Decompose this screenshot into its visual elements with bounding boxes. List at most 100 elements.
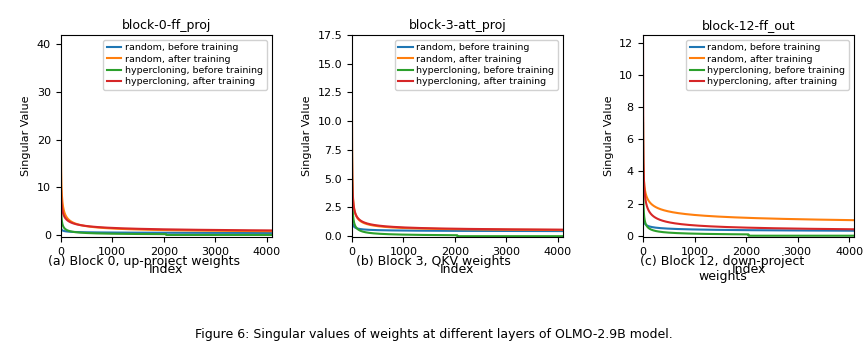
Line: random, before training: random, before training	[643, 208, 854, 231]
hypercloning, after training	[266, 228, 277, 232]
hypercloning, before training	[196, 233, 206, 237]
Legend: random, before training, random, after training, hypercloning, before training, : random, before training, random, after t…	[394, 40, 558, 90]
random, after training	[363, 222, 374, 227]
hypercloning, after training	[655, 218, 665, 222]
hypercloning, before training	[161, 233, 172, 237]
hypercloning, before training	[363, 231, 374, 235]
random, after training	[552, 228, 563, 232]
Text: Figure 6: Singular values of weights at different layers of OLMO-2.9B model.: Figure 6: Singular values of weights at …	[194, 328, 673, 341]
random, after training	[196, 229, 206, 233]
hypercloning, after training	[196, 228, 206, 232]
hypercloning, after training	[261, 228, 271, 232]
X-axis label: Index: Index	[732, 262, 766, 276]
Y-axis label: Singular Value: Singular Value	[302, 96, 312, 176]
random, after training	[809, 217, 819, 222]
random, after training	[779, 217, 789, 221]
random, after training	[242, 229, 252, 233]
Legend: random, before training, random, after training, hypercloning, before training, : random, before training, random, after t…	[103, 40, 267, 90]
hypercloning, before training	[544, 234, 555, 238]
hypercloning, after training	[809, 227, 819, 231]
Y-axis label: Singular Value: Singular Value	[603, 96, 614, 176]
hypercloning, before training	[809, 233, 819, 238]
Line: hypercloning, before training: hypercloning, before training	[352, 69, 563, 236]
random, after training	[533, 228, 544, 232]
Line: hypercloning, after training: hypercloning, after training	[643, 37, 854, 229]
hypercloning, before training	[638, 121, 649, 125]
hypercloning, before training	[533, 234, 544, 238]
random, after training	[638, 116, 649, 120]
hypercloning, after training	[552, 228, 563, 232]
hypercloning, before training	[655, 230, 665, 234]
Line: hypercloning, after training: hypercloning, after training	[352, 67, 563, 230]
hypercloning, before training	[227, 233, 238, 237]
random, after training	[518, 228, 529, 232]
Line: random, after training: random, after training	[352, 34, 563, 230]
hypercloning, before training	[849, 233, 859, 238]
Title: block-0-ff_proj: block-0-ff_proj	[121, 19, 211, 32]
random, after training	[836, 218, 846, 222]
random, after training	[72, 222, 82, 226]
random, before training	[836, 229, 846, 233]
hypercloning, after training	[253, 228, 264, 232]
hypercloning, after training	[72, 222, 82, 227]
random, before training	[266, 231, 277, 235]
Line: hypercloning, after training: hypercloning, after training	[61, 141, 271, 230]
random, before training	[72, 230, 82, 234]
Text: (b) Block 3, QKV weights: (b) Block 3, QKV weights	[356, 255, 511, 268]
hypercloning, before training	[552, 234, 563, 238]
random, before training	[487, 229, 498, 233]
hypercloning, before training	[72, 230, 82, 235]
hypercloning, after training	[844, 227, 854, 231]
X-axis label: Index: Index	[440, 262, 474, 276]
random, after training	[347, 32, 357, 36]
random, before training	[638, 206, 649, 210]
Line: random, before training: random, before training	[61, 223, 271, 233]
hypercloning, after training	[544, 228, 555, 232]
Text: (a) Block 0, up-project weights: (a) Block 0, up-project weights	[49, 255, 240, 268]
hypercloning, after training	[638, 35, 649, 39]
random, after training	[544, 228, 555, 232]
random, after training	[844, 218, 854, 222]
hypercloning, after training	[836, 227, 846, 231]
random, after training	[655, 207, 665, 211]
random, before training	[544, 229, 555, 233]
random, before training	[242, 231, 252, 235]
random, before training	[227, 231, 238, 235]
Title: block-12-ff_out: block-12-ff_out	[701, 19, 795, 32]
random, after training	[557, 228, 568, 232]
Line: hypercloning, before training: hypercloning, before training	[643, 123, 854, 236]
hypercloning, before training	[261, 233, 271, 237]
random, after training	[487, 228, 498, 232]
hypercloning, after training	[363, 222, 374, 226]
hypercloning, after training	[55, 139, 66, 143]
random, before training	[844, 229, 854, 233]
hypercloning, after training	[557, 228, 568, 232]
random, before training	[518, 229, 529, 233]
hypercloning, after training	[849, 227, 859, 231]
hypercloning, before training	[844, 233, 854, 238]
Line: random, after training: random, after training	[643, 118, 854, 220]
Text: (c) Block 12, down-project
weights: (c) Block 12, down-project weights	[641, 255, 805, 283]
Legend: random, before training, random, after training, hypercloning, before training, : random, before training, random, after t…	[686, 40, 850, 90]
Y-axis label: Singular Value: Singular Value	[22, 96, 31, 176]
Title: block-3-att_proj: block-3-att_proj	[408, 19, 506, 32]
random, before training	[533, 229, 544, 233]
random, after training	[227, 229, 238, 233]
random, before training	[849, 229, 859, 233]
hypercloning, before training	[347, 67, 357, 72]
random, before training	[809, 229, 819, 233]
random, after training	[849, 218, 859, 222]
random, before training	[196, 231, 206, 235]
random, after training	[825, 218, 835, 222]
random, before training	[253, 231, 264, 235]
hypercloning, before training	[836, 233, 846, 238]
hypercloning, before training	[743, 233, 753, 238]
X-axis label: Index: Index	[149, 262, 183, 276]
random, after training	[55, 34, 66, 38]
random, after training	[266, 229, 277, 233]
hypercloning, after training	[779, 226, 789, 230]
hypercloning, after training	[533, 228, 544, 232]
hypercloning, before training	[266, 233, 277, 237]
random, before training	[825, 229, 835, 233]
hypercloning, before training	[825, 233, 835, 238]
